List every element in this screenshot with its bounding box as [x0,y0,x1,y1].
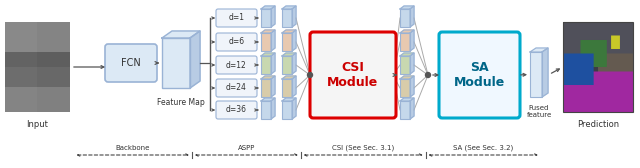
Polygon shape [410,76,414,97]
Polygon shape [282,6,296,9]
Polygon shape [400,6,414,9]
Polygon shape [261,30,275,33]
Bar [5,87,70,112]
Bar [261,56,271,74]
Bar [400,33,410,51]
Polygon shape [400,53,414,56]
Bar [530,52,542,97]
Polygon shape [282,53,296,56]
Bar [261,33,271,51]
Bar [282,101,292,119]
Bar [5,22,70,52]
FancyBboxPatch shape [216,101,257,119]
Text: CSI (See Sec. 3.1): CSI (See Sec. 3.1) [332,144,394,151]
Polygon shape [292,76,296,97]
Polygon shape [400,30,414,33]
Text: Backbone: Backbone [116,145,150,151]
Polygon shape [190,31,200,88]
Text: d=12: d=12 [226,60,247,70]
Polygon shape [261,98,275,101]
Bar [261,101,271,119]
Bar [400,79,410,97]
Bar [400,56,410,74]
Text: Input: Input [27,120,49,129]
Circle shape [426,73,431,77]
FancyBboxPatch shape [439,32,520,118]
Polygon shape [400,76,414,79]
Polygon shape [400,98,414,101]
Text: CSI
Module: CSI Module [328,61,379,89]
Polygon shape [271,98,275,119]
Bar [282,33,292,51]
Bar [400,101,410,119]
Text: Fused
feature: Fused feature [526,105,552,118]
Polygon shape [410,30,414,51]
Bar [261,79,271,97]
Bar [162,38,190,88]
FancyBboxPatch shape [105,44,157,82]
FancyBboxPatch shape [216,79,257,97]
Polygon shape [282,98,296,101]
Polygon shape [162,31,200,38]
Text: ASPP: ASPP [237,145,255,151]
Bar [5,52,70,87]
Polygon shape [292,6,296,27]
Polygon shape [271,76,275,97]
Polygon shape [530,48,548,52]
Text: d=24: d=24 [226,83,247,93]
Polygon shape [410,53,414,74]
Polygon shape [261,6,275,9]
Polygon shape [261,76,275,79]
Text: d=1: d=1 [228,13,244,23]
Polygon shape [261,53,275,56]
Text: SA (See Sec. 3.2): SA (See Sec. 3.2) [453,144,513,151]
Polygon shape [292,30,296,51]
Bar [282,9,292,27]
FancyBboxPatch shape [310,32,396,118]
Bar [563,22,633,112]
Bar [282,56,292,74]
FancyBboxPatch shape [216,9,257,27]
Bar [400,9,410,27]
Bar [282,79,292,97]
Polygon shape [292,53,296,74]
Text: FCN: FCN [121,58,141,68]
Polygon shape [282,76,296,79]
Bar [261,9,271,27]
Text: d=36: d=36 [226,106,247,115]
Polygon shape [271,53,275,74]
Text: Prediction: Prediction [577,120,619,129]
Text: Feature Map: Feature Map [157,98,205,107]
Polygon shape [292,98,296,119]
Polygon shape [410,98,414,119]
Text: d=6: d=6 [228,37,244,47]
Text: SA
Module: SA Module [454,61,505,89]
Polygon shape [282,30,296,33]
Polygon shape [410,6,414,27]
Polygon shape [542,48,548,97]
Polygon shape [271,6,275,27]
Polygon shape [271,30,275,51]
FancyBboxPatch shape [216,33,257,51]
FancyBboxPatch shape [216,56,257,74]
Circle shape [307,73,312,77]
